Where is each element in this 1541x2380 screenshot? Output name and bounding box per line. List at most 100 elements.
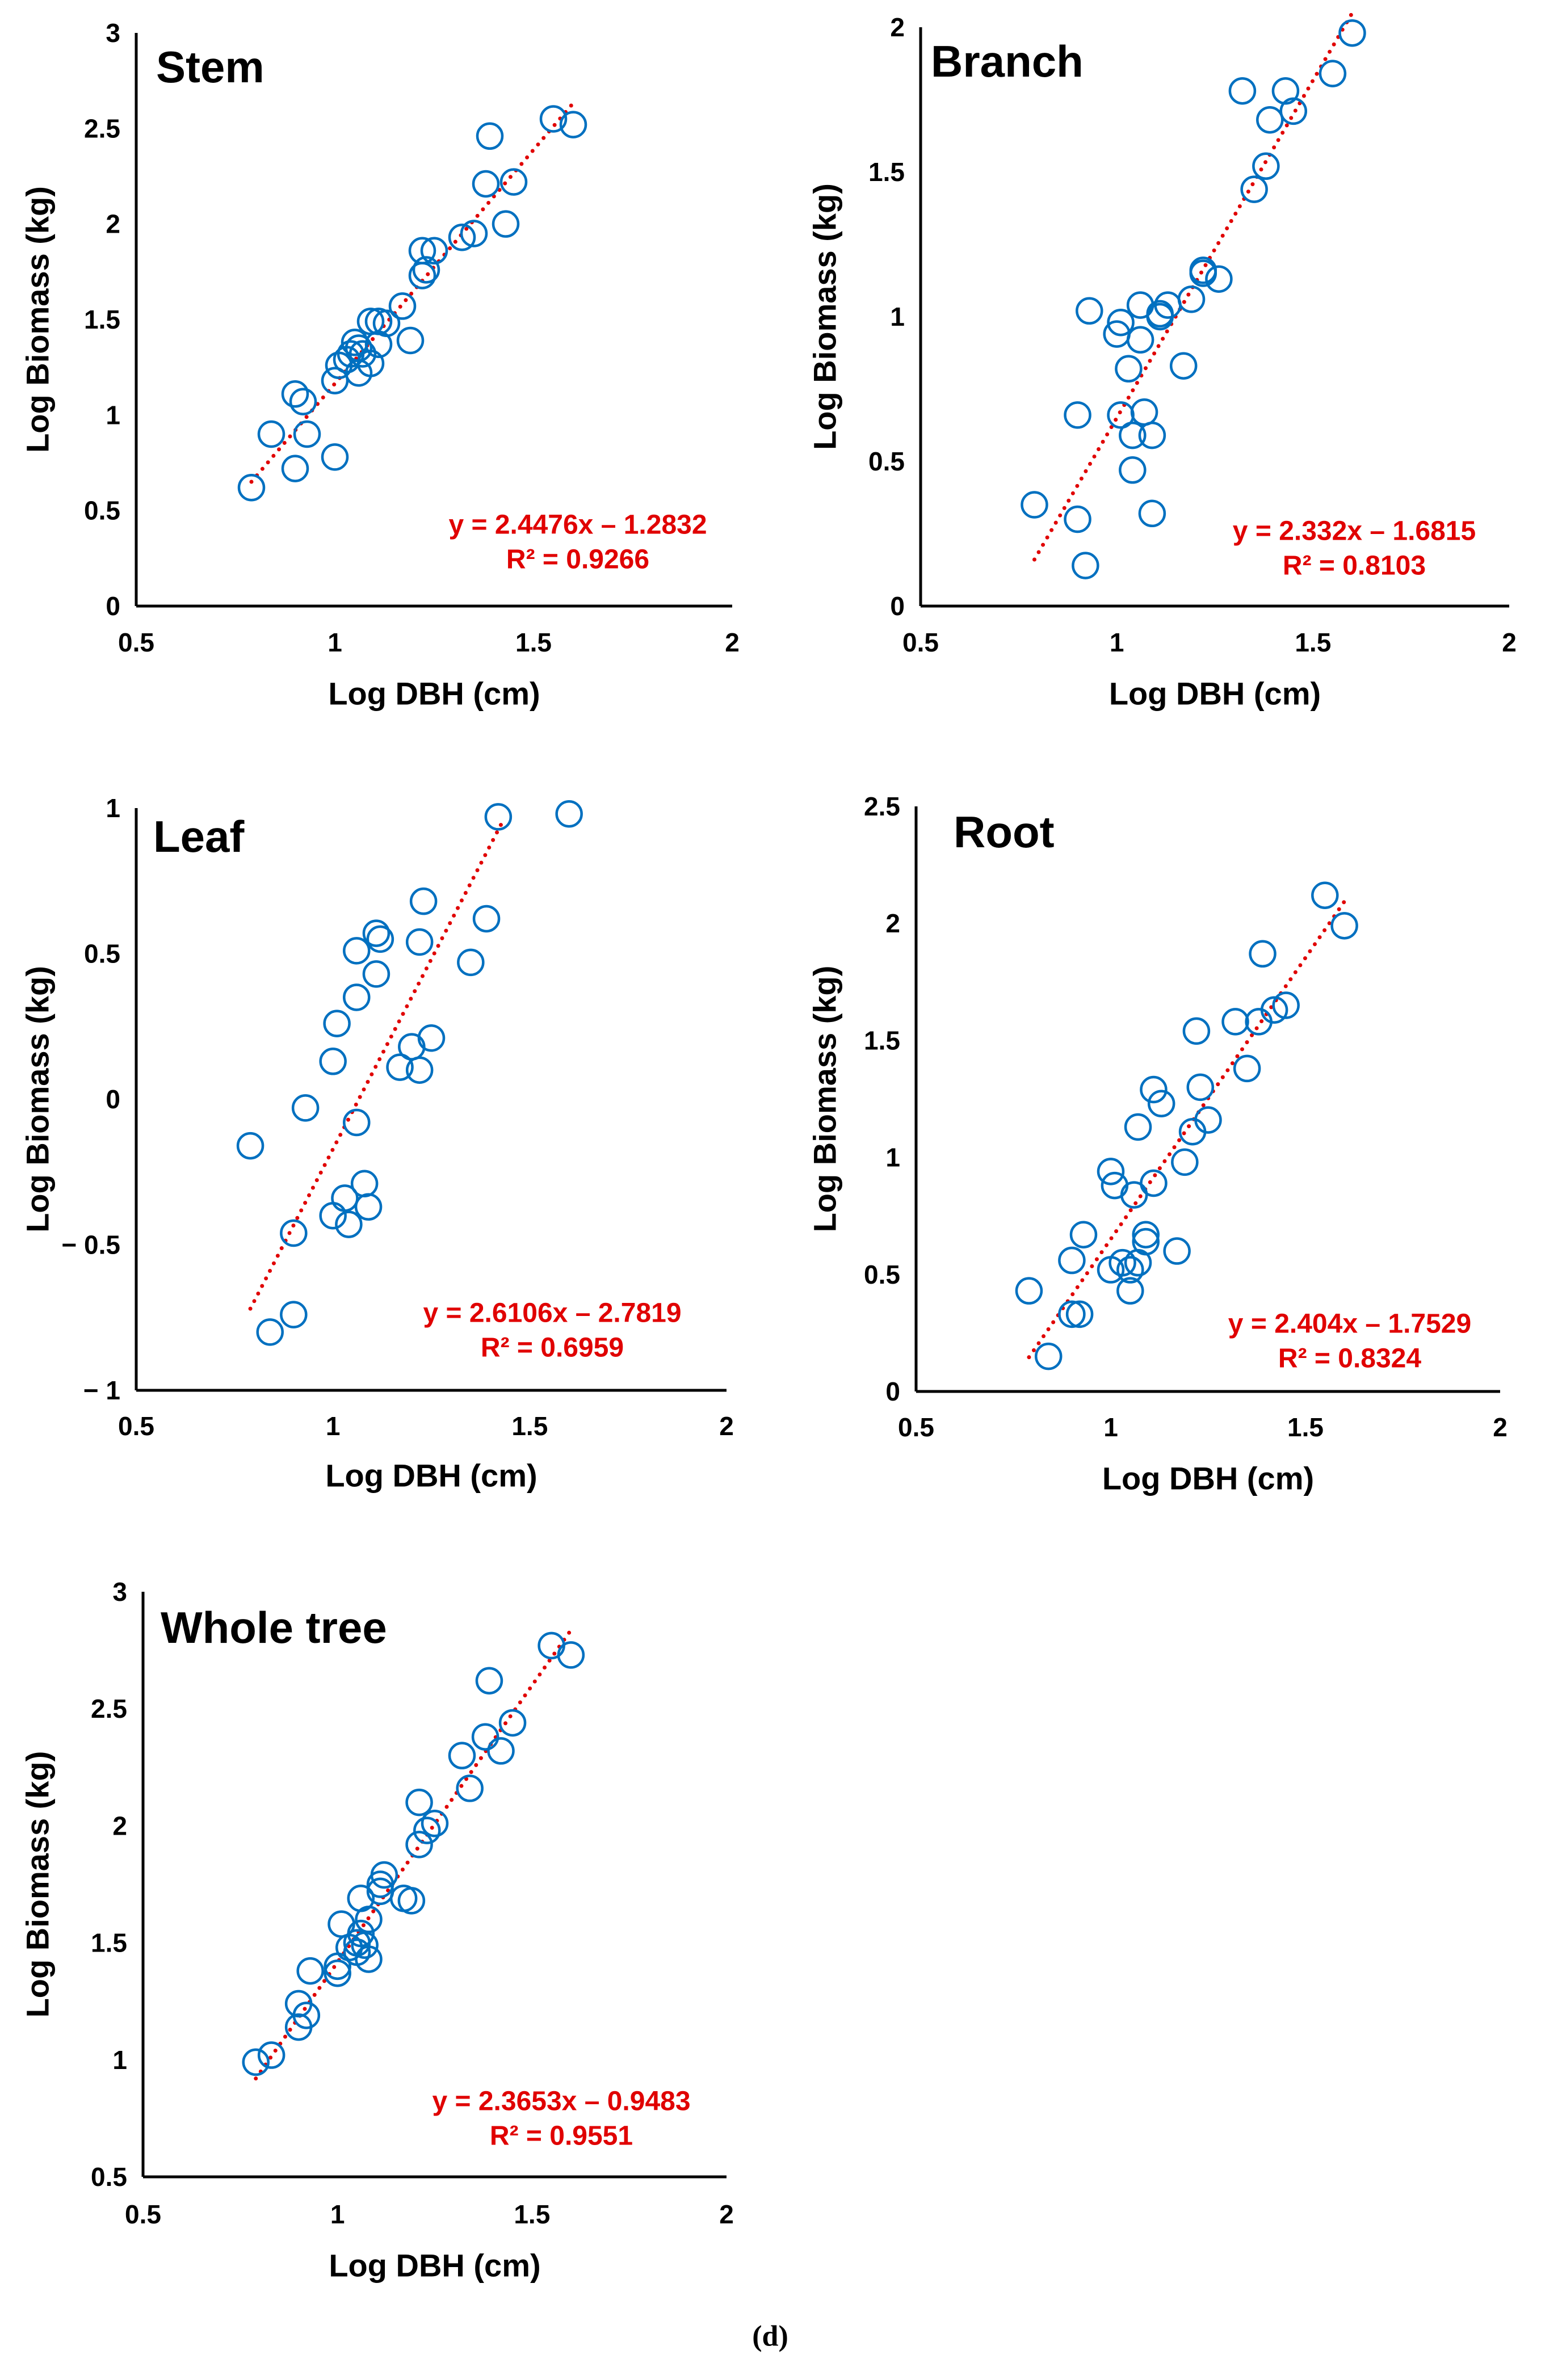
y-tick-label: 3 (112, 1577, 127, 1607)
x-tick-label: 2 (719, 1411, 734, 1441)
x-tick-label: 2 (1493, 1412, 1508, 1442)
data-point (448, 1742, 476, 1769)
data-point (370, 1861, 398, 1889)
data-point (405, 1788, 433, 1816)
panel-whole-tree: 0.5 1 1.5 2 2.5 3 0.5 1 1.5 2 Log DBH (cm) Log Biom… (20, 1577, 734, 2284)
data-point (356, 308, 385, 335)
data-point (499, 168, 528, 196)
x-tick-label: 1.5 (511, 1411, 548, 1441)
x-tick-label: 0.5 (898, 1412, 934, 1442)
y-tick-label: 2 (885, 909, 900, 938)
data-point (335, 1210, 363, 1238)
data-point (1140, 1075, 1168, 1104)
data-point (1072, 552, 1099, 579)
y-tick-label: 1.5 (864, 1025, 900, 1055)
data-point (1194, 1106, 1222, 1134)
data-point (471, 1723, 499, 1751)
y-tick-label: 1 (885, 1143, 900, 1172)
x-tick-label: 2 (725, 628, 740, 657)
r-squared-label: R² = 0.6959 (481, 1333, 624, 1363)
x-tick-label: 0.5 (118, 1411, 154, 1441)
data-point (492, 210, 520, 238)
data-point (347, 1919, 375, 1948)
data-point (257, 420, 285, 448)
data-point (362, 960, 391, 988)
data-point (1205, 265, 1233, 293)
y-tick-label: 0 (106, 591, 120, 621)
data-point (321, 443, 349, 471)
data-point (498, 1709, 527, 1737)
data-point (421, 1810, 449, 1837)
data-point (472, 905, 501, 933)
y-tick-label: 0 (106, 1084, 120, 1114)
data-point (281, 380, 309, 408)
data-point (281, 455, 309, 482)
data-point (237, 474, 266, 502)
y-tick-label: 1 (112, 2045, 127, 2075)
data-point (448, 223, 476, 251)
data-point (1132, 1227, 1160, 1256)
panel-title: Whole tree (161, 1603, 387, 1652)
x-tick-label: 1.5 (1287, 1412, 1324, 1442)
y-tick-label: 2 (112, 1811, 127, 1840)
data-point (397, 1887, 426, 1915)
data-point (1240, 175, 1268, 203)
data-point (296, 1957, 324, 1985)
y-tick-label: 0.5 (84, 496, 120, 525)
data-point (343, 937, 371, 965)
x-tick-label: 2 (1502, 628, 1517, 657)
data-point (420, 237, 448, 265)
data-point (460, 220, 488, 247)
data-point (408, 237, 436, 265)
data-point (405, 1831, 433, 1858)
data-point (293, 420, 321, 448)
data-point (1130, 398, 1158, 426)
y-tick-label: 2.5 (864, 792, 900, 821)
data-point (292, 2001, 321, 2029)
data-point (386, 1053, 414, 1081)
y-axis-title: Log Biomass (kg) (807, 966, 843, 1233)
data-point (1272, 991, 1300, 1019)
data-point (1171, 1148, 1199, 1176)
regression-equation: y = 2.332x – 1.6815 (1233, 516, 1476, 546)
trendline (249, 101, 576, 484)
x-tick-label: 0.5 (118, 628, 154, 657)
x-axis-title: Log DBH (cm) (1102, 1461, 1314, 1496)
data-point (1271, 77, 1300, 105)
data-point (1189, 259, 1217, 287)
data-point (323, 1010, 351, 1037)
x-tick-label: 0.5 (125, 2200, 161, 2229)
data-point (1221, 1008, 1249, 1036)
y-tick-label: 1.5 (868, 157, 905, 187)
panel-title: Root (954, 807, 1055, 857)
y-axis-title: Log Biomass (kg) (20, 186, 56, 453)
data-point (405, 928, 434, 956)
data-point (1311, 881, 1339, 909)
data-point (456, 1775, 484, 1802)
data-point (356, 350, 385, 377)
y-tick-label: 1.5 (84, 305, 120, 334)
y-tick-label: 1 (106, 793, 120, 823)
regression-equation: y = 2.3653x – 0.9483 (432, 2087, 690, 2117)
y-tick-label: 0.5 (868, 447, 905, 476)
y-tick-label: − 0.5 (61, 1230, 120, 1260)
data-point (256, 1318, 284, 1346)
data-point (291, 1094, 320, 1122)
data-point (355, 1945, 383, 1973)
data-point (350, 1170, 379, 1198)
data-point (351, 1931, 379, 1959)
data-point (1116, 1256, 1144, 1284)
data-point (472, 170, 500, 198)
data-point (1260, 996, 1288, 1024)
data-point (398, 1033, 426, 1061)
data-point (417, 1024, 446, 1052)
data-point (484, 803, 513, 831)
data-point (1228, 77, 1257, 105)
y-tick-label: 3 (106, 18, 120, 48)
data-point (539, 105, 568, 133)
panel-title: Leaf (153, 811, 245, 861)
x-axis-title: Log DBH (cm) (325, 1458, 537, 1494)
data-point (1021, 491, 1048, 519)
data-point (1132, 1221, 1160, 1248)
